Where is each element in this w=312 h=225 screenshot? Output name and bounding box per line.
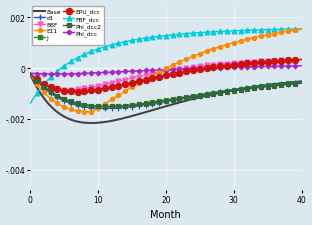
Legend: Base, d1, BBF, E11, J, EPU_dcc, FBF_dcc, Phi_dcc2, Phi_dcc, : Base, d1, BBF, E11, J, EPU_dcc, FBF_dcc,… [32,7,104,46]
X-axis label: Month: Month [150,209,181,219]
